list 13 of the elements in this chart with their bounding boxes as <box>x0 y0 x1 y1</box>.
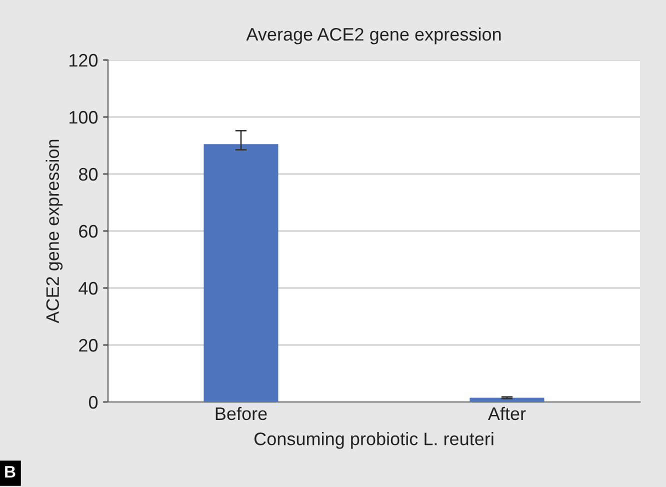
y-tick-label: 120 <box>70 54 98 67</box>
y-tick-label: 40 <box>78 282 98 295</box>
x-axis-title: Consuming probiotic L. reuteri <box>254 432 494 449</box>
chart-title: Average ACE2 gene expression <box>246 27 501 44</box>
text: B <box>5 466 16 478</box>
y-tick-label: 20 <box>79 338 98 352</box>
y-tick-label: 100 <box>70 110 98 124</box>
x-tick-label: After <box>488 406 526 420</box>
x-tick-label: Before <box>216 406 267 420</box>
y-tick-label: 60 <box>79 224 98 238</box>
y-tick-label: 0 <box>88 396 98 409</box>
y-tick-label: 80 <box>78 168 98 181</box>
y-axis-title: ACE2 gene expression <box>46 140 63 324</box>
